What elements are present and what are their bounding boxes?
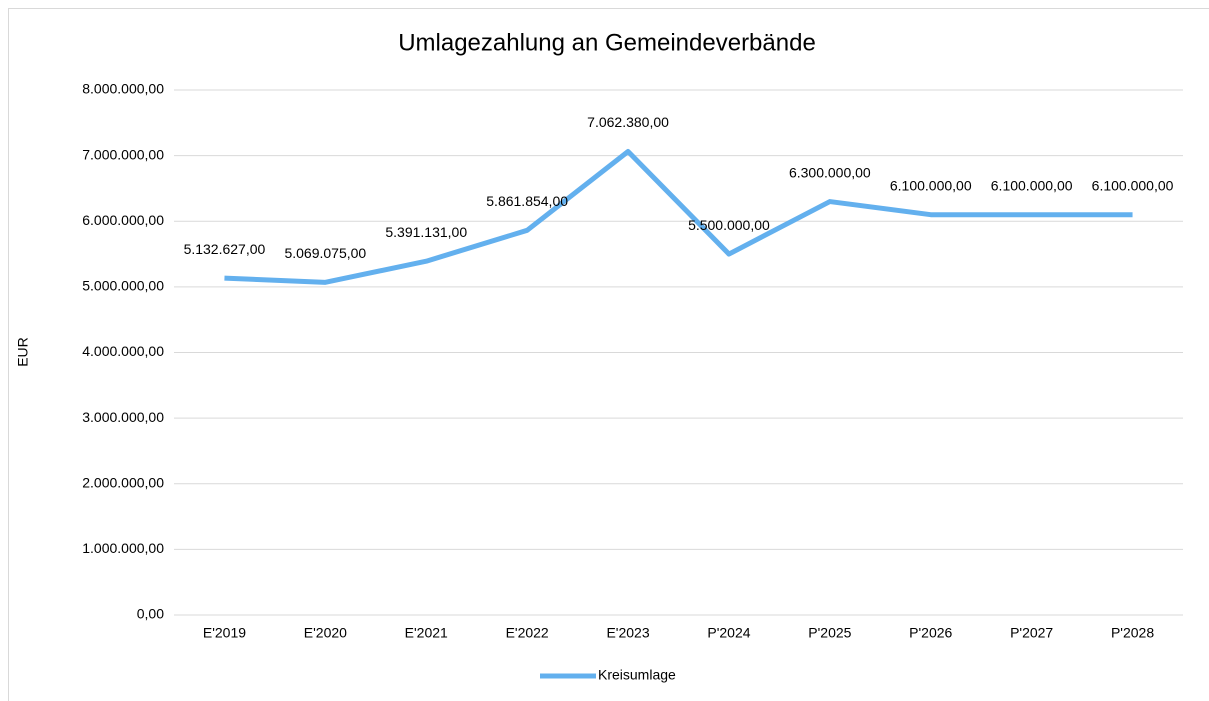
data-label: 6.100.000,00 [1092, 177, 1174, 193]
y-tick-label: 3.000.000,00 [82, 409, 164, 425]
y-tick-label: 4.000.000,00 [82, 343, 164, 359]
y-tick-label: 6.000.000,00 [82, 212, 164, 228]
x-tick-label: P'2026 [909, 625, 952, 641]
x-tick-label: E'2022 [506, 625, 549, 641]
y-tick-label: 8.000.000,00 [82, 81, 164, 97]
x-tick-label: E'2020 [304, 625, 347, 641]
x-tick-label: P'2027 [1010, 625, 1053, 641]
y-tick-label: 1.000.000,00 [82, 540, 164, 556]
x-tick-label: P'2025 [808, 625, 851, 641]
x-tick-label: P'2028 [1111, 625, 1154, 641]
data-label: 6.100.000,00 [991, 177, 1073, 193]
data-label: 5.500.000,00 [688, 217, 770, 233]
x-tick-label: E'2023 [606, 625, 649, 641]
x-tick-label: P'2024 [707, 625, 750, 641]
legend-label: Kreisumlage [598, 667, 676, 683]
data-label: 5.069.075,00 [284, 245, 366, 261]
x-tick-label: E'2019 [203, 625, 246, 641]
data-label: 6.300.000,00 [789, 164, 871, 180]
data-label: 5.391.131,00 [385, 224, 467, 240]
y-tick-label: 2.000.000,00 [82, 474, 164, 490]
data-label: 5.861.854,00 [486, 193, 568, 209]
chart-title: Umlagezahlung an Gemeindeverbände [398, 29, 816, 56]
data-label: 6.100.000,00 [890, 177, 972, 193]
y-axis-label: EUR [15, 337, 31, 367]
y-tick-label: 7.000.000,00 [82, 146, 164, 162]
data-label: 7.062.380,00 [587, 114, 669, 130]
series-line [224, 149, 1133, 285]
y-tick-label: 0,00 [137, 606, 164, 622]
y-tick-label: 5.000.000,00 [82, 278, 164, 294]
chart-frame [8, 8, 1209, 701]
data-label: 5.132.627,00 [184, 241, 266, 257]
x-tick-label: E'2021 [405, 625, 448, 641]
